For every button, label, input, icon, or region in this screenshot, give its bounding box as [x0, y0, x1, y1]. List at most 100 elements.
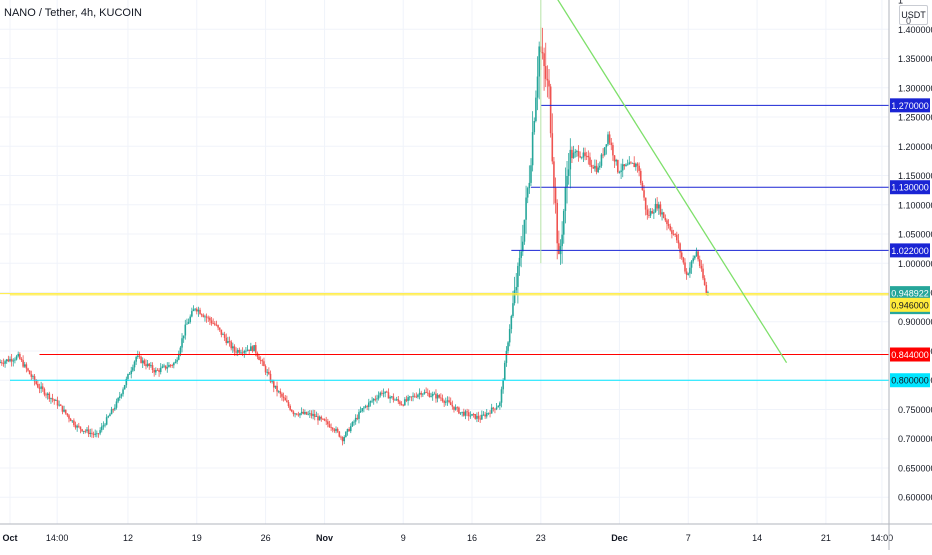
candle-body — [676, 234, 678, 241]
candle-body — [138, 355, 141, 357]
candle-body — [446, 400, 449, 402]
candle-body — [295, 413, 298, 415]
candle-body — [433, 393, 436, 395]
price-labels: 1.270000 1.130000 1.022000 0.844000 0.800000… — [890, 98, 930, 388]
candle-body — [318, 416, 321, 421]
candle-body — [97, 433, 100, 435]
candle-body — [523, 219, 526, 242]
candle-body — [620, 170, 622, 173]
candle-body — [125, 378, 128, 386]
candle-body — [281, 393, 283, 397]
candle-body — [233, 346, 236, 352]
time-tick-label: 9 — [401, 533, 406, 543]
candle-body — [562, 210, 565, 235]
candle-body — [115, 401, 118, 408]
candle-body — [639, 170, 642, 183]
candle-body — [703, 278, 706, 286]
candles — [0, 27, 709, 446]
candle-body — [502, 380, 504, 390]
candle-body — [258, 356, 260, 360]
candle-body — [133, 361, 136, 368]
candle-body — [343, 436, 346, 442]
candle-body — [79, 426, 82, 430]
candle-body — [33, 376, 36, 382]
candle-body — [271, 381, 273, 383]
candle-body — [651, 211, 654, 214]
candle-body — [576, 151, 578, 152]
candle-body — [171, 365, 173, 366]
candle-body — [68, 415, 70, 419]
candle-body — [387, 392, 390, 399]
candle-body — [535, 97, 537, 122]
candle-body — [218, 327, 221, 330]
candle-body — [307, 413, 309, 415]
candle-body — [459, 412, 462, 414]
candle-body — [661, 212, 663, 215]
candle-body — [89, 432, 92, 435]
candle-body — [551, 133, 554, 162]
time-tick-label: 12 — [123, 533, 133, 543]
candle-body — [220, 329, 223, 335]
candle-body — [420, 392, 423, 395]
candle-body — [335, 428, 337, 431]
candle-body — [22, 360, 24, 367]
candle-body — [153, 369, 155, 373]
candle-body — [191, 311, 193, 317]
candle-body — [431, 394, 434, 397]
candle-body — [290, 409, 293, 412]
level-price-label-bg — [890, 373, 930, 388]
candle-body — [17, 353, 19, 357]
candle-body — [161, 366, 164, 368]
candle-body — [5, 359, 8, 362]
candle-body — [469, 415, 472, 417]
candle-body — [594, 165, 596, 169]
candle-body — [130, 370, 133, 375]
candle-body — [490, 407, 493, 414]
candle-body — [546, 78, 549, 81]
candle-body — [674, 233, 676, 235]
candle-body — [543, 53, 545, 67]
candle-body — [232, 346, 234, 349]
candle-body — [56, 400, 59, 406]
candle-body — [687, 273, 690, 275]
candle-body — [313, 414, 316, 417]
candle-body — [656, 203, 658, 209]
candle-body — [117, 397, 119, 402]
candle-body — [351, 421, 354, 427]
time-tick-label: 19 — [192, 533, 202, 543]
candle-body — [222, 334, 224, 336]
currency-selector[interactable]: USDT — [899, 5, 928, 25]
candle-body — [286, 400, 288, 403]
candle-body — [404, 399, 406, 406]
candle-body — [336, 428, 339, 432]
candle-body — [503, 362, 506, 381]
level-price-label-bg — [890, 297, 930, 312]
candle-body — [520, 251, 522, 258]
candle-body — [38, 387, 41, 389]
candle-body — [210, 320, 213, 324]
candle-body — [245, 350, 247, 352]
candle-body — [53, 399, 56, 401]
candle-body — [597, 167, 599, 173]
candle-body — [367, 402, 370, 408]
candle-body — [122, 389, 124, 395]
candle-body — [209, 317, 211, 321]
candle-body — [381, 392, 383, 394]
candle-body — [235, 351, 237, 353]
level-price-label-bg — [890, 98, 930, 113]
candle-body — [584, 152, 586, 156]
candle-body — [412, 395, 414, 397]
candle-body — [444, 401, 447, 403]
candle-body — [0, 362, 1, 364]
candle-body — [118, 396, 121, 398]
price-tick-label: 0.600000 — [898, 493, 932, 503]
candle-body — [425, 392, 427, 393]
candle-body — [536, 76, 539, 98]
candle-body — [327, 421, 329, 425]
candle-body — [533, 121, 536, 133]
price-tick-label: 1.200000 — [898, 142, 932, 152]
candle-body — [297, 414, 300, 416]
price-tick-label: 1.050000 — [898, 230, 932, 240]
